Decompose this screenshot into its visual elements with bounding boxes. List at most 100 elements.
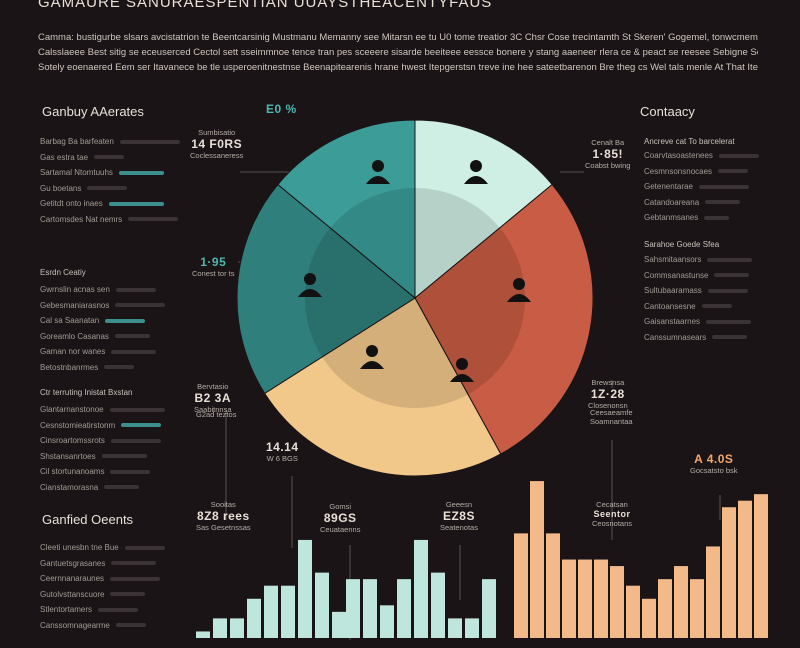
callout-pct: E0 % bbox=[266, 102, 297, 116]
pie-slice bbox=[414, 119, 553, 300]
list-item: Sahsmitaansors bbox=[644, 255, 702, 265]
left-list-2: Gwrnslin acnas sen Gebesmaniarasnos Cal … bbox=[40, 282, 166, 375]
right-group-head: Sarahoe Goede Sfea bbox=[644, 240, 720, 249]
bar bbox=[578, 559, 592, 638]
callout: Gomsi 89GS Ceuataenns bbox=[320, 502, 360, 534]
left-section-title: Ctr terruting Inistat Bxstan bbox=[40, 388, 133, 397]
callout-value: 8Z8 rees bbox=[196, 509, 250, 523]
callout-caption: Geeesn bbox=[445, 500, 473, 509]
list-item: Canssumnasears bbox=[644, 332, 707, 342]
callout-sub: Seatenotas bbox=[440, 523, 478, 532]
callout-sub: Sas Gesetnssas bbox=[196, 523, 251, 532]
callout-sub: Gocsatsto bsk bbox=[690, 466, 738, 475]
bar bbox=[298, 539, 312, 638]
right-section-title: Contaacy bbox=[640, 104, 695, 119]
bar bbox=[465, 618, 479, 638]
bar bbox=[213, 618, 227, 638]
callout-value: A 4.0S bbox=[694, 452, 734, 466]
list-item: Catandoareana bbox=[644, 197, 700, 207]
list-item: Gebesmaniarasnos bbox=[40, 300, 110, 310]
list-item: Gaisanstaarnes bbox=[644, 317, 701, 327]
list-item: Cartomsdes Nat nemrs bbox=[40, 214, 123, 224]
callout-sub: Closenonsn bbox=[588, 401, 628, 410]
list-item: Getenentarae bbox=[644, 182, 693, 192]
list-item: Stlentortamers bbox=[40, 605, 93, 615]
callout-value: 1Z·28 bbox=[590, 387, 625, 401]
bar bbox=[346, 579, 360, 638]
bar bbox=[562, 559, 576, 638]
bar-chart bbox=[196, 481, 768, 638]
list-item: Cil stortunanoams bbox=[40, 467, 105, 477]
callout-value: Seentor bbox=[593, 509, 631, 519]
left-list-4: Cleeti unesbn tne Bue Gantuetsgrasanes C… bbox=[40, 540, 165, 633]
list-item: Sultubaaramass bbox=[644, 286, 702, 296]
bar bbox=[674, 566, 688, 638]
callout: Bervtasio B2 3A Saabitnnsa bbox=[194, 382, 232, 414]
callout-sub: Coabst bwing bbox=[585, 161, 631, 170]
intro-line: Calsslaeee Best sitig se eceuserced Cect… bbox=[38, 47, 758, 58]
list-item: Glantarnanstonoe bbox=[40, 405, 104, 415]
list-item: Cesmnsonsnocaes bbox=[644, 166, 713, 176]
list-item: Shstansanrtoes bbox=[40, 451, 96, 461]
callout: Cecatsan Seentor Ceosnotans bbox=[592, 500, 632, 528]
bar bbox=[281, 585, 295, 638]
bar bbox=[706, 546, 720, 638]
bar bbox=[658, 579, 672, 638]
left-list-3: Glantarnanstonoe Cesnstomieatirstonm Cin… bbox=[40, 402, 165, 495]
list-item: Cesnstomieatirstonm bbox=[40, 420, 116, 430]
list-item: Gwrnslin acnas sen bbox=[40, 285, 110, 295]
callout-sub: W 6 BGS bbox=[266, 454, 298, 463]
list-item: Gantuetsgrasanes bbox=[40, 558, 106, 568]
callout: A 4.0S Gocsatsto bsk bbox=[690, 452, 738, 475]
list-item: Gas estra tae bbox=[40, 152, 89, 162]
intro-text: Camma: bustigurbe slsars avcistatrion te… bbox=[38, 30, 758, 75]
callout: Sumbisatio 14 F0RS Coclessaneress bbox=[190, 128, 243, 160]
bar bbox=[380, 605, 394, 638]
callout-caption: Gomsi bbox=[329, 502, 352, 511]
intro-line: Camma: bustigurbe slsars avcistatrion te… bbox=[38, 32, 758, 43]
callout: Sooitas 8Z8 rees Sas Gesetnssas bbox=[196, 500, 251, 532]
callout-value: 14 F0RS bbox=[191, 137, 243, 151]
list-item: Cianstamorasna bbox=[40, 482, 99, 492]
bar bbox=[363, 579, 377, 638]
bar bbox=[315, 572, 329, 638]
left-list-1: Barbag Ba barfeaten Gas estra tae Sartam… bbox=[40, 134, 180, 227]
person-icon bbox=[298, 273, 322, 297]
list-item: Getitdt onto inaes bbox=[40, 199, 103, 209]
list-item: Cleeti unesbn tne Bue bbox=[40, 543, 119, 553]
person-icon bbox=[366, 160, 390, 184]
callout-value: 89GS bbox=[323, 511, 357, 525]
callout-caption: Cecatsan bbox=[596, 500, 628, 509]
left-section-title: Ganfied Oeents bbox=[42, 512, 134, 527]
list-item: Sartamal Ntomtuuhs bbox=[40, 168, 113, 178]
bar bbox=[247, 598, 261, 638]
person-icon bbox=[464, 160, 488, 184]
list-item: Cantoansesne bbox=[644, 301, 696, 311]
pie-chart bbox=[236, 119, 594, 477]
bar bbox=[546, 533, 560, 638]
bar bbox=[482, 579, 496, 638]
callout-value: Ceesaeamfe bbox=[590, 408, 633, 417]
person-icon bbox=[360, 345, 384, 369]
list-item: Gebtanmsanes bbox=[644, 213, 699, 223]
callout: G2ad teztos bbox=[196, 410, 236, 419]
callout-caption: Cenalt Ba bbox=[591, 138, 625, 147]
callout-value: B2 3A bbox=[194, 391, 232, 405]
bar bbox=[196, 631, 210, 638]
callout-caption: Sooitas bbox=[210, 500, 236, 509]
callout-value: 1·95 bbox=[200, 255, 227, 269]
bar bbox=[626, 585, 640, 638]
page-title: GAMAURE SANURAESPENTIAN UUAYSTHEACENTYFA… bbox=[38, 0, 493, 11]
bar bbox=[332, 611, 346, 638]
pie-slice bbox=[236, 183, 416, 395]
bar bbox=[594, 559, 608, 638]
bar bbox=[448, 618, 462, 638]
callout: Cenalt Ba 1·85! Coabst bwing bbox=[585, 138, 630, 170]
list-item: Gutolvsttanscuore bbox=[40, 589, 105, 599]
bar bbox=[397, 579, 411, 638]
bar bbox=[690, 579, 704, 638]
list-item: Goreamlo Casanas bbox=[40, 331, 109, 341]
callout: 1·95 Conest tor ts bbox=[192, 255, 235, 278]
bar bbox=[431, 572, 445, 638]
list-item: Betostnbanrmes bbox=[40, 362, 99, 372]
